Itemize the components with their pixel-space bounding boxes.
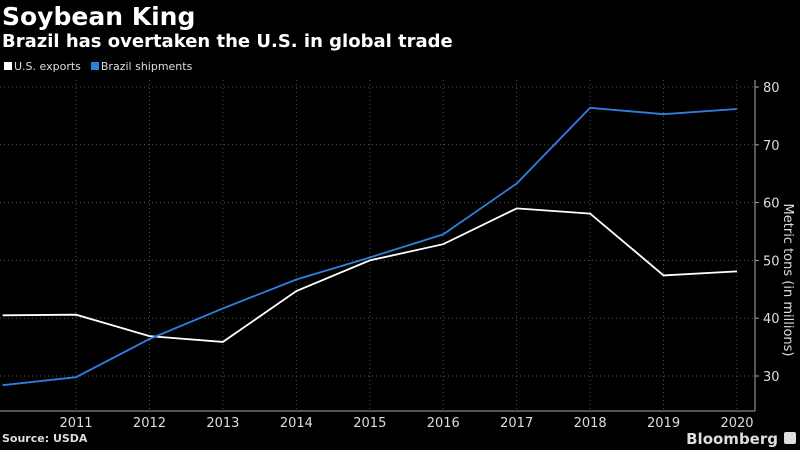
legend-item-brazil: Brazil shipments bbox=[90, 60, 193, 73]
legend-swatch-brazil bbox=[90, 62, 99, 70]
x-tick-label: 2015 bbox=[353, 416, 386, 431]
x-tick-label: 2012 bbox=[133, 416, 166, 431]
y-tick-label: 50 bbox=[763, 254, 780, 269]
x-tick-label: 2011 bbox=[59, 416, 92, 431]
y-axis-label: Metric tons (in millions) bbox=[780, 204, 795, 357]
y-tick-label: 30 bbox=[763, 370, 780, 385]
chart-icon bbox=[784, 432, 796, 444]
bloomberg-logo: Bloomberg bbox=[686, 430, 778, 448]
x-tick-label: 2017 bbox=[500, 416, 533, 431]
legend: U.S. exports Brazil shipments bbox=[4, 60, 192, 73]
legend-label-brazil: Brazil shipments bbox=[100, 60, 193, 73]
y-tick-label: 60 bbox=[763, 197, 780, 212]
source-note: Source: USDA bbox=[2, 432, 88, 445]
x-tick-label: 2018 bbox=[574, 416, 607, 431]
series-line-us-exports bbox=[2, 207, 738, 343]
chart-title: Soybean King bbox=[2, 2, 196, 31]
legend-item-us: U.S. exports bbox=[4, 60, 81, 73]
x-tick-label: 2013 bbox=[206, 416, 239, 431]
legend-swatch-us bbox=[4, 62, 12, 70]
series-line-brazil-shipments bbox=[2, 106, 738, 387]
legend-label-us: U.S. exports bbox=[14, 60, 81, 73]
x-tick-label: 2019 bbox=[647, 416, 680, 431]
x-tick-label: 2014 bbox=[280, 416, 313, 431]
y-tick-label: 80 bbox=[763, 81, 780, 96]
x-tick-label: 2016 bbox=[427, 416, 460, 431]
x-tick-label: 2020 bbox=[720, 416, 753, 431]
chart-subtitle: Brazil has overtaken the U.S. in global … bbox=[2, 31, 453, 52]
y-tick-label: 70 bbox=[763, 139, 780, 154]
y-tick-label: 40 bbox=[763, 312, 780, 327]
